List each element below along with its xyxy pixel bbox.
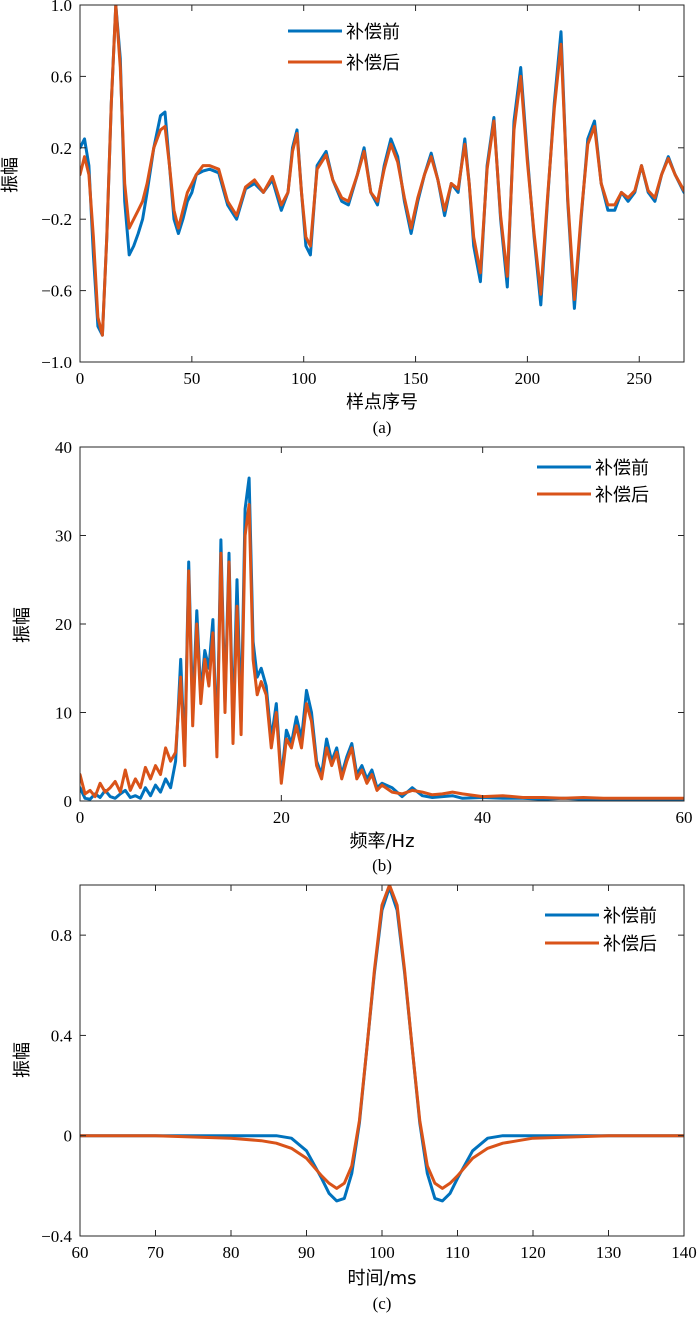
x-tick-label: 40 [474, 808, 491, 827]
y-tick-label: 0.8 [51, 926, 72, 945]
y-tick-label: 0.4 [51, 1026, 73, 1045]
x-tick-label: 50 [183, 369, 200, 388]
y-tick-label: −0.6 [41, 282, 72, 301]
x-axis-label: 样点序号 [346, 392, 418, 413]
x-tick-label: 0 [76, 808, 85, 827]
legend-label: 补偿前 [346, 22, 400, 43]
y-tick-label: 10 [55, 704, 72, 723]
x-tick-label: 140 [671, 1243, 697, 1262]
x-tick-label: 80 [223, 1243, 240, 1262]
plot-frame [79, 446, 685, 802]
x-tick-label: 150 [403, 369, 429, 388]
x-tick-label: 110 [445, 1243, 470, 1262]
x-tick-label: 120 [520, 1243, 546, 1262]
legend-label: 补偿后 [346, 53, 400, 74]
y-tick-label: −0.2 [41, 210, 72, 229]
legend-label: 补偿前 [595, 458, 649, 479]
y-tick-label: −1.0 [41, 353, 72, 372]
series-line-after [80, 5, 684, 337]
panel-caption: (a) [373, 418, 392, 437]
y-tick-label: 20 [55, 615, 72, 634]
chart-panel-1: 0 50 100 150 200 250 1.0 0.6 0.2 −0.2 −0.6 −1.0 样点序号… [0, 0, 685, 413]
plot-frame [79, 4, 685, 363]
x-axis-label: 频率/Hz [349, 831, 414, 852]
y-tick-label: 0 [64, 1127, 73, 1146]
x-tick-label: 100 [291, 369, 317, 388]
y-axis-label: 振幅 [12, 607, 33, 643]
x-tick-label: 60 [676, 808, 693, 827]
chart-panel-3: 60 70 80 90 100 110 120 130 140 0.8 0.4 0 −0.4 时间/ms 振… [12, 884, 697, 1289]
y-tick-label: 40 [55, 438, 72, 457]
y-tick-label: 1.0 [51, 0, 72, 15]
x-tick-label: 250 [627, 369, 653, 388]
x-axis-label: 时间/ms [348, 1268, 417, 1289]
series-line-before [80, 476, 684, 801]
y-tick-label: 0.6 [51, 67, 72, 86]
x-tick-label: 60 [72, 1243, 89, 1262]
series-line-after [80, 885, 684, 1190]
series-line-before [80, 886, 684, 1203]
panel-caption: (c) [373, 1294, 392, 1313]
y-axis-label: 振幅 [0, 157, 21, 193]
legend-label: 补偿后 [595, 485, 649, 506]
x-tick-label: 20 [273, 808, 290, 827]
x-tick-label: 70 [147, 1243, 164, 1262]
x-tick-label: 0 [76, 369, 85, 388]
x-tick-label: 200 [515, 369, 541, 388]
panel-caption: (b) [372, 856, 392, 875]
y-tick-label: 30 [55, 527, 72, 546]
plot-frame [79, 884, 685, 1237]
y-tick-label: −0.4 [41, 1227, 72, 1246]
x-tick-label: 90 [298, 1243, 315, 1262]
series-line-after [80, 503, 684, 800]
y-axis-label: 振幅 [12, 1042, 33, 1078]
legend-label: 补偿后 [603, 934, 657, 955]
x-tick-label: 130 [596, 1243, 622, 1262]
legend-label: 补偿前 [603, 906, 657, 927]
y-tick-label: 0.2 [51, 139, 72, 158]
y-tick-label: 0 [64, 792, 73, 811]
x-tick-label: 100 [369, 1243, 395, 1262]
